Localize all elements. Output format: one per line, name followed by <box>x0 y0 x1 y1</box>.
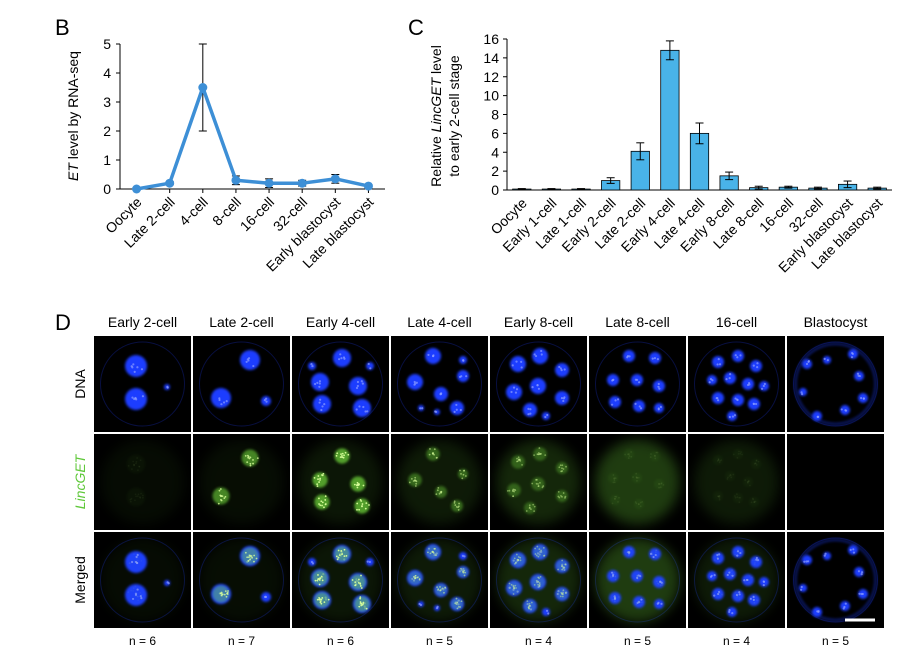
chart-c-error-bar <box>547 188 556 191</box>
chart-c-bar: Relative LincGET level to early 2-cell s… <box>428 31 892 275</box>
sample-count: n = 7 <box>228 634 255 648</box>
micrograph-panel <box>292 336 389 432</box>
chart-b-point <box>198 83 208 92</box>
chart-c-error-bar <box>695 122 704 145</box>
stage-header: 16-cell <box>716 314 757 330</box>
chart-c-error-bar <box>843 180 852 189</box>
panel-label-b: B <box>55 15 70 40</box>
stage-header: Early 8-cell <box>504 314 573 330</box>
micrograph-panel <box>589 532 686 628</box>
chart-b-point <box>363 181 373 191</box>
chart-c-y-tick-label: 6 <box>491 125 499 141</box>
chart-c-ylabel-pre: Relative <box>428 132 444 186</box>
chart-c-y-tick-label: 10 <box>483 88 499 104</box>
chart-b-point <box>330 174 340 184</box>
chart-c-error-bar <box>813 186 822 190</box>
chart-b-x-tick-label: 4-cell <box>176 194 211 229</box>
micrograph-panel <box>490 434 587 530</box>
micrograph-panel <box>589 336 686 432</box>
micrograph-panel <box>688 532 785 628</box>
stage-header: Late 2-cell <box>209 314 274 330</box>
sample-count: n = 4 <box>525 634 552 648</box>
chart-b-series-line <box>136 85 369 191</box>
micrograph-panel <box>589 434 686 530</box>
sample-count: n = 5 <box>426 634 453 648</box>
micrograph-panel <box>391 336 488 432</box>
sample-count: n = 4 <box>723 634 750 648</box>
chart-c-ylabel-italic: LincGET <box>428 76 444 132</box>
panel-label-c: C <box>408 15 424 40</box>
micrograph-panel <box>193 434 290 530</box>
chart-c-error-bar <box>517 188 526 191</box>
micrograph-panel <box>787 532 884 628</box>
chart-c-y-tick-label: 2 <box>491 163 499 179</box>
chart-b-y-tick-label: 4 <box>103 65 111 81</box>
sample-count: n = 5 <box>624 634 651 648</box>
chart-b-point <box>264 178 274 188</box>
chart-c-error-bar <box>606 177 615 184</box>
chart-c-y-tick-label: 16 <box>483 31 499 47</box>
micrograph-grid: Early 2-cell Late 2-cell Early 4-cell Late … <box>72 314 884 648</box>
chart-c-error-bar <box>873 186 882 190</box>
chart-c-error-bar <box>665 40 674 61</box>
chart-c-error-bar <box>577 188 586 191</box>
chart-c-error-bar <box>754 185 763 190</box>
chart-c-ylabel-line1: Relative LincGET level <box>428 45 444 187</box>
micrograph-panel <box>688 336 785 432</box>
chart-b-y-tick-label: 1 <box>103 152 111 168</box>
chart-b-ylabel-rest: level by RNA-seq <box>65 51 81 163</box>
stage-header: Late 4-cell <box>407 314 472 330</box>
sample-count: n = 6 <box>327 634 354 648</box>
micrograph-panel <box>490 532 587 628</box>
micrograph-panel <box>787 336 884 432</box>
chart-b-x-tick-label: 16-cell <box>237 194 277 234</box>
stage-header: Blastocyst <box>804 314 868 330</box>
chart-b-ylabel-italic: ET <box>65 162 81 181</box>
chart-b-ylabel: ET level by RNA-seq <box>65 51 81 181</box>
chart-b-y-tick-label: 3 <box>103 94 111 110</box>
micrograph-panel <box>292 532 389 628</box>
chart-c-y-tick-label: 12 <box>483 69 499 85</box>
chart-c-y-tick-label: 0 <box>491 182 499 198</box>
micrograph-panel <box>292 434 389 530</box>
chart-b-y-tick-label: 5 <box>103 36 111 52</box>
micrograph-panel <box>688 434 785 530</box>
micrograph-panel <box>490 336 587 432</box>
chart-c-ylabel-line2: to early 2-cell stage <box>446 55 462 177</box>
chart-c-error-bar <box>725 171 734 181</box>
micrograph-panel <box>94 532 191 628</box>
stage-header: Early 2-cell <box>108 314 177 330</box>
micrograph-panel <box>94 434 191 530</box>
row-label: DNA <box>72 369 88 399</box>
chart-c-ylabel-post: level <box>428 45 444 78</box>
stage-header: Late 8-cell <box>605 314 670 330</box>
sample-count: n = 6 <box>129 634 156 648</box>
row-label: LincGET <box>72 453 88 509</box>
chart-b-point <box>132 184 142 194</box>
chart-b-point <box>231 175 241 185</box>
micrograph-panel <box>193 532 290 628</box>
micrograph-panel <box>391 532 488 628</box>
chart-c-bar <box>660 49 680 191</box>
micrograph-panel <box>94 336 191 432</box>
chart-c-error-bar <box>636 142 645 161</box>
chart-b-point <box>297 178 307 188</box>
panel-label-d: D <box>55 310 71 335</box>
chart-c-error-bar <box>784 185 793 189</box>
chart-c-y-tick-label: 4 <box>491 144 499 160</box>
micrograph-panel <box>391 434 488 530</box>
micrograph-panel <box>193 336 290 432</box>
chart-b-y-tick-label: 0 <box>103 181 111 197</box>
micrograph-panel <box>787 434 884 530</box>
chart-c-y-tick-label: 14 <box>483 50 499 66</box>
chart-c-y-tick-label: 8 <box>491 107 499 123</box>
stage-header: Early 4-cell <box>306 314 375 330</box>
sample-count: n = 5 <box>822 634 849 648</box>
chart-b-y-tick-label: 2 <box>103 123 111 139</box>
chart-b-point <box>165 178 175 188</box>
row-label: Merged <box>72 556 88 603</box>
